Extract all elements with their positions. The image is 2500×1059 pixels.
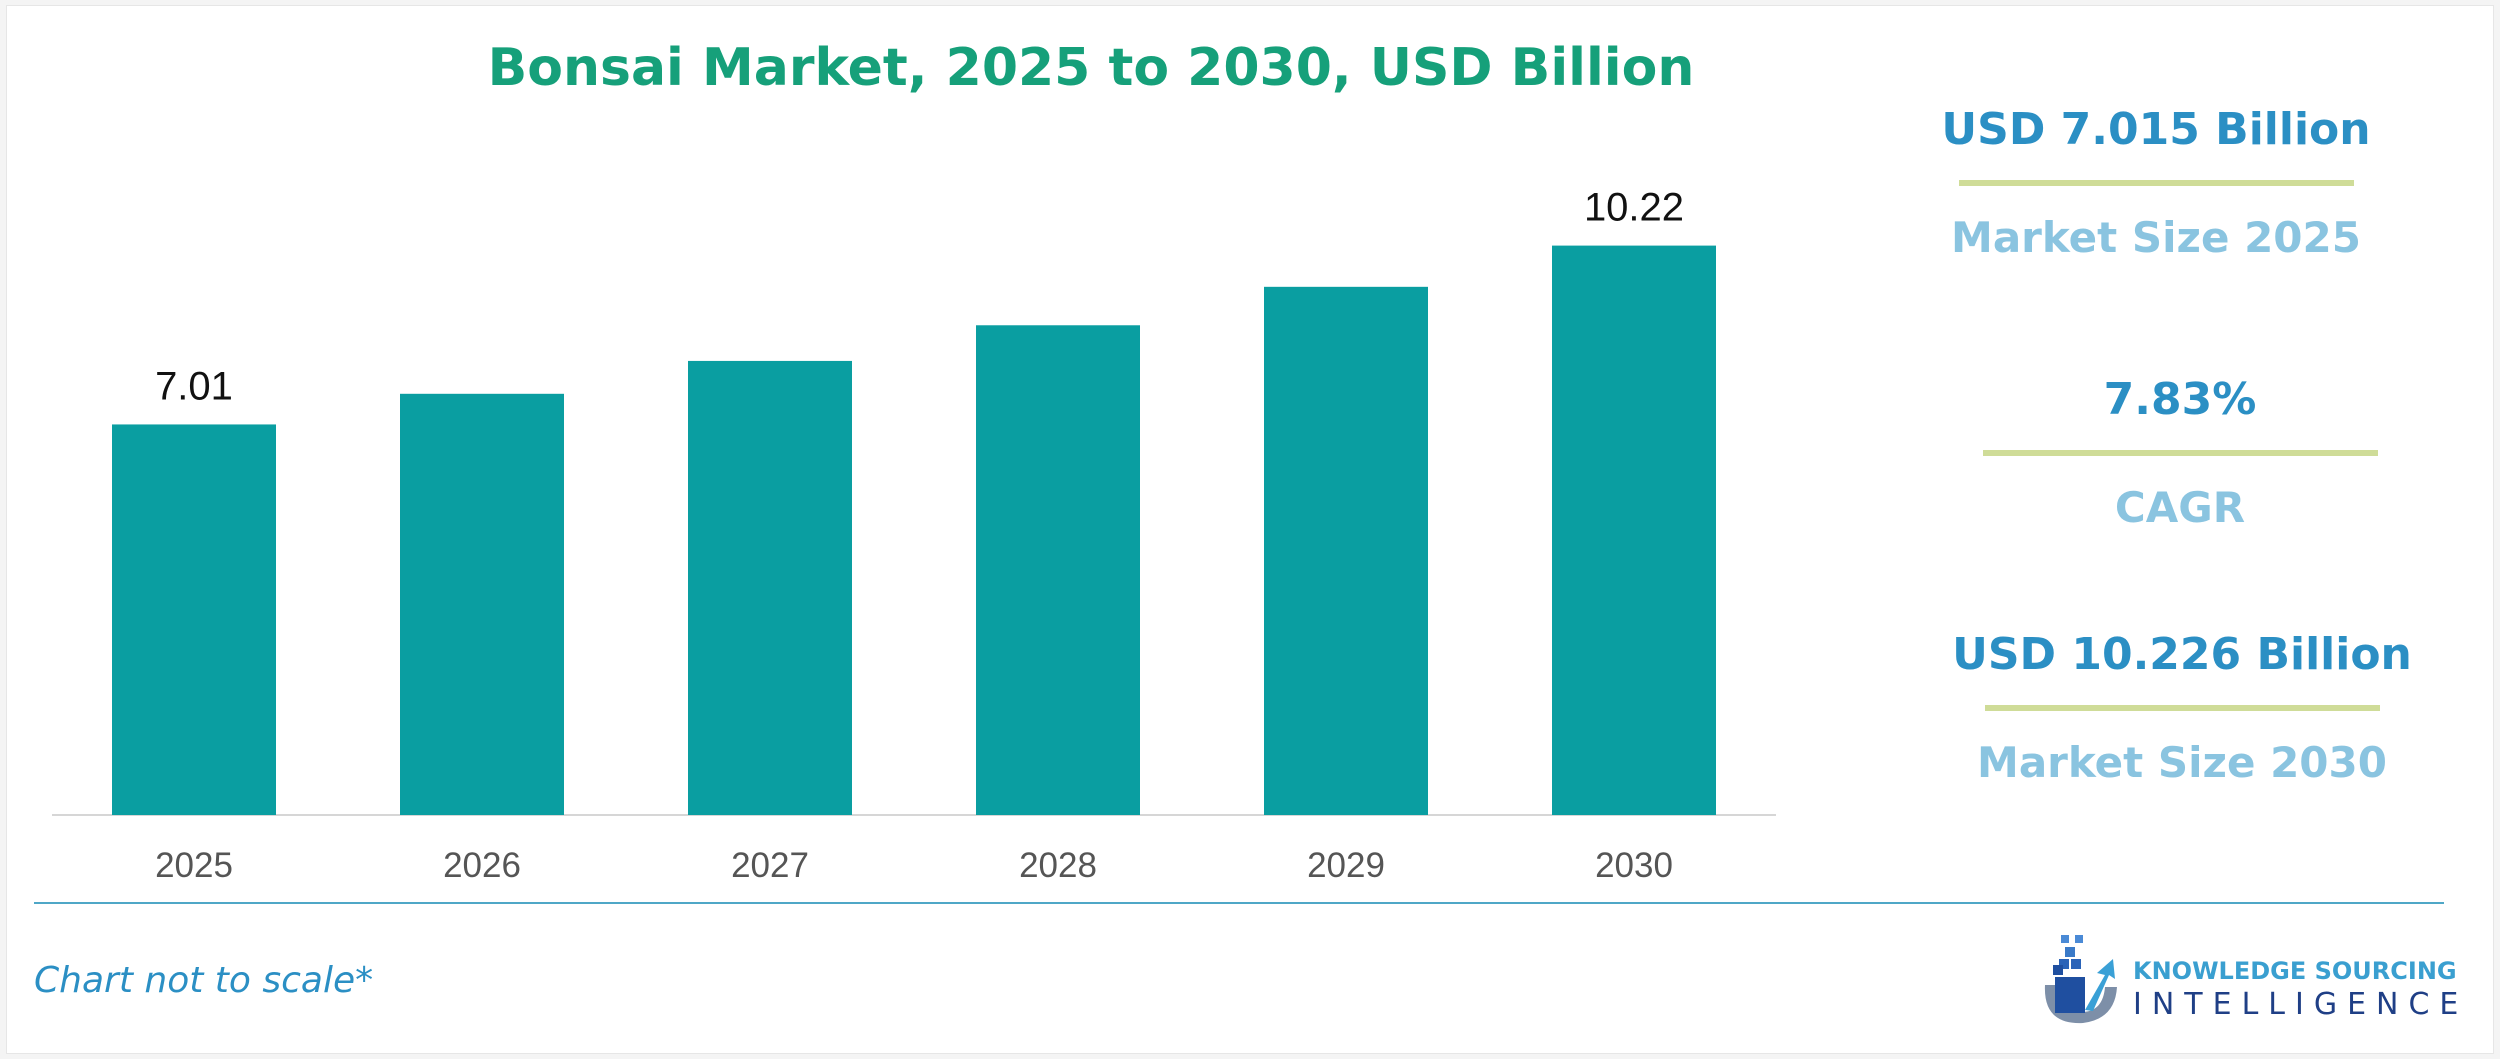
logo-mark-icon — [2044, 935, 2117, 1024]
bar-chart: 7.01 10.22 2025 2026 2027 2028 2029 2030 — [52, 186, 1776, 885]
data-labels-group: 7.01 10.22 — [155, 186, 1684, 409]
bars-group — [112, 245, 1716, 816]
bar-2029 — [1264, 286, 1428, 815]
stat-market-size-2025: USD 7.015 Billion Market Size 2025 — [1926, 100, 2386, 268]
data-label-2030: 10.22 — [1584, 186, 1684, 230]
x-tick-label-2028: 2028 — [1019, 846, 1097, 885]
stat-label: Market Size 2030 — [1977, 738, 2387, 787]
stat-label: Market Size 2025 — [1951, 213, 2361, 262]
stat-cagr: 7.83% CAGR — [1950, 370, 2410, 538]
stat-market-size-2030: USD 10.226 Billion Market Size 2030 — [1952, 625, 2412, 793]
x-tick-label-2029: 2029 — [1307, 846, 1385, 885]
bar-2026 — [400, 393, 564, 815]
footer-divider — [34, 902, 2444, 904]
bar-2028 — [976, 325, 1140, 815]
x-tick-label-2025: 2025 — [155, 846, 233, 885]
bar-2030 — [1552, 245, 1716, 816]
bar-2025 — [112, 424, 276, 815]
stat-value: USD 10.226 Billion — [1952, 629, 2412, 680]
knowledge-sourcing-logo: KNOWLEDGE SOURCING INTELLIGENCE — [2035, 915, 2458, 1030]
bar-2027 — [688, 360, 852, 815]
x-tick-labels-group: 2025 2026 2027 2028 2029 2030 — [155, 846, 1673, 885]
stat-divider — [1984, 705, 2380, 711]
data-label-2025: 7.01 — [155, 364, 233, 408]
stat-divider — [1982, 450, 2378, 456]
logo-text-line2: INTELLIGENCE — [2133, 987, 2469, 1022]
chart-title: Bonsai Market, 2025 to 2030, USD Billion — [487, 38, 1695, 98]
x-tick-label-2026: 2026 — [443, 846, 521, 885]
logo-text-line1: KNOWLEDGE SOURCING — [2133, 957, 2457, 985]
chart-not-to-scale-note: Chart not to scale* — [34, 960, 374, 1001]
stat-value: 7.83% — [2103, 374, 2257, 425]
x-tick-label-2030: 2030 — [1595, 846, 1673, 885]
stat-value: USD 7.015 Billion — [1941, 104, 2371, 155]
x-tick-label-2027: 2027 — [731, 846, 809, 885]
stat-divider — [1958, 180, 2354, 186]
stat-label: CAGR — [2114, 483, 2246, 532]
